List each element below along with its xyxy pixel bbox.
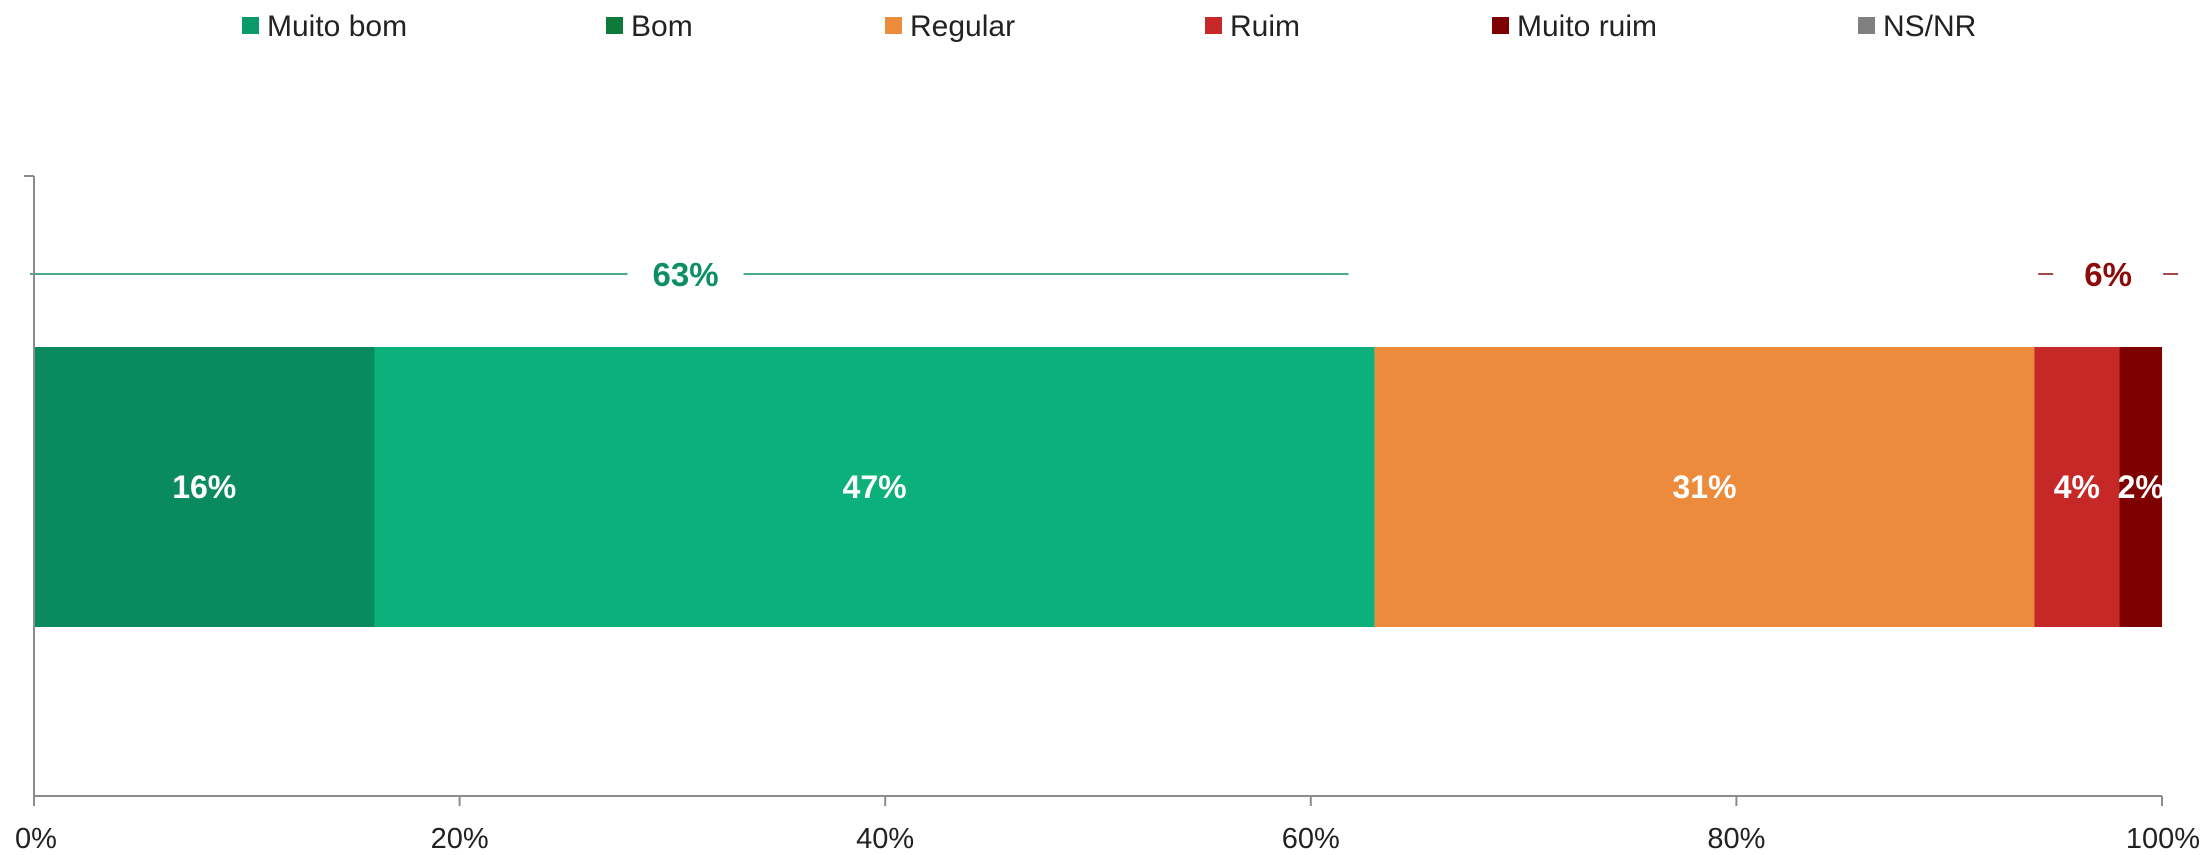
legend-label: Regular [910, 10, 1015, 43]
legend-item-regular: Regular [885, 10, 1015, 43]
chart-axes: 0% 20% 40% 60% 80% 100% [15, 175, 2200, 855]
legend-label: Bom [631, 10, 693, 43]
legend-item-ns-nr: NS/NR [1858, 10, 1976, 43]
bar-segment-ruim: 4% [2034, 347, 2120, 627]
annotation-63: 63% [30, 256, 1349, 293]
bar-data-label: 2% [2118, 469, 2164, 505]
group-annotations: 63% 6% [30, 256, 2179, 293]
bar-data-label: 4% [2054, 469, 2100, 505]
x-tick-label: 60% [1282, 823, 1340, 855]
x-tick-label: 20% [431, 823, 489, 855]
bar-segment-regular: 31% [1374, 347, 2035, 627]
chart-legend: Muito bom Bom Regular Ruim Muito ruim NS/NR [242, 10, 1976, 43]
annotation-label: 6% [2084, 256, 2132, 293]
legend-swatch [606, 17, 623, 34]
x-tick-label: 0% [15, 823, 57, 855]
legend-label: Ruim [1230, 10, 1300, 43]
legend-swatch [242, 17, 259, 34]
bar-rect [2119, 347, 2162, 627]
bar-rect [34, 347, 375, 627]
legend-item-muito-ruim: Muito ruim [1492, 10, 1657, 43]
legend-item-muito-bom: Muito bom [242, 10, 407, 43]
bar-data-label: 31% [1672, 469, 1736, 505]
x-tick-label: 40% [856, 823, 914, 855]
annotation-label: 63% [653, 256, 719, 293]
bar-segment-muito-bom: 16% [34, 347, 375, 627]
bar-rect [2034, 347, 2120, 627]
bar-rect [1374, 347, 2035, 627]
bar-data-label: 47% [843, 469, 907, 505]
legend-label: Muito ruim [1517, 10, 1657, 43]
bar-segments: 16% 47% 31% 4% 2% [34, 347, 2164, 627]
x-tick-label: 80% [1707, 823, 1765, 855]
legend-swatch [885, 17, 902, 34]
bar-rect [374, 347, 1375, 627]
bar-segment-muito-ruim: 2% [2118, 347, 2164, 627]
legend-swatch [1205, 17, 1222, 34]
legend-swatch [1858, 17, 1875, 34]
bar-data-label: 16% [172, 469, 236, 505]
legend-item-ruim: Ruim [1205, 10, 1300, 43]
legend-item-bom: Bom [606, 10, 693, 43]
legend-label: Muito bom [267, 10, 407, 43]
legend-label: NS/NR [1883, 10, 1976, 43]
bar-segment-bom: 47% [374, 347, 1375, 627]
annotation-6: 6% [2038, 256, 2179, 293]
legend-swatch [1492, 17, 1509, 34]
x-tick-label: 100% [2126, 823, 2200, 855]
